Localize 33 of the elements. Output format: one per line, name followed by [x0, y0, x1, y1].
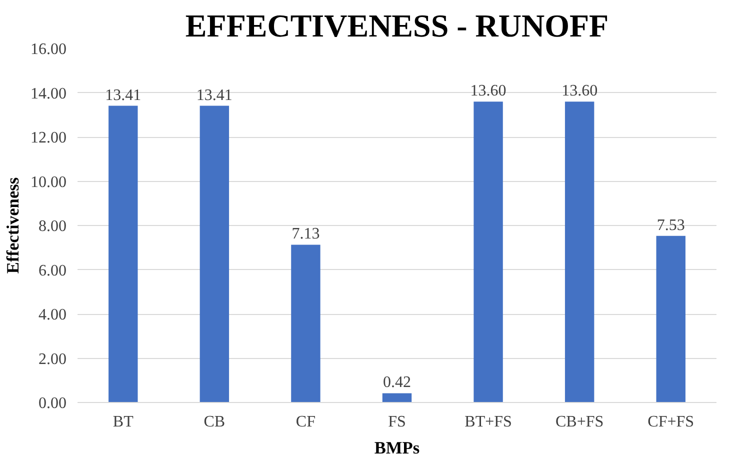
y-axis-title: Effectiveness	[4, 177, 22, 274]
y-tick-label: 16.00	[30, 41, 66, 58]
x-tick-label: CF	[296, 414, 316, 430]
bar	[656, 236, 686, 402]
bar	[291, 244, 320, 402]
data-label: 13.60	[562, 82, 598, 100]
y-tick-label: 6.00	[38, 262, 66, 280]
bar	[108, 106, 138, 402]
x-tick-label: CB+FS	[555, 414, 604, 430]
data-label: 7.53	[656, 216, 685, 234]
y-tick-label: 2.00	[38, 350, 66, 368]
data-label: 13.41	[105, 86, 142, 104]
data-label: 0.42	[383, 374, 411, 392]
x-tick-label: FS	[388, 414, 406, 430]
chart-title: EFFECTIVENESS - RUNOFF	[185, 8, 609, 44]
x-tick-label: BT	[112, 414, 134, 430]
bar	[474, 102, 503, 402]
data-label: 13.60	[470, 82, 506, 100]
y-tick-label: 8.00	[38, 218, 66, 235]
x-tick-label: CB	[204, 414, 226, 430]
x-tick-label: BT+FS	[464, 414, 512, 430]
bar	[382, 393, 412, 402]
x-tick-label: CF+FS	[648, 414, 694, 430]
y-tick-label: 14.00	[30, 85, 66, 102]
x-axis-title: BMPs	[374, 438, 420, 458]
y-tick-label: 0.00	[38, 395, 66, 412]
y-tick-label: 4.00	[38, 306, 66, 324]
bar	[564, 102, 594, 402]
y-tick-label: 12.00	[30, 130, 66, 146]
y-tick-label: 10.00	[30, 174, 66, 191]
bar	[200, 106, 230, 402]
data-label: 7.13	[292, 226, 320, 243]
data-label: 13.41	[196, 86, 232, 104]
